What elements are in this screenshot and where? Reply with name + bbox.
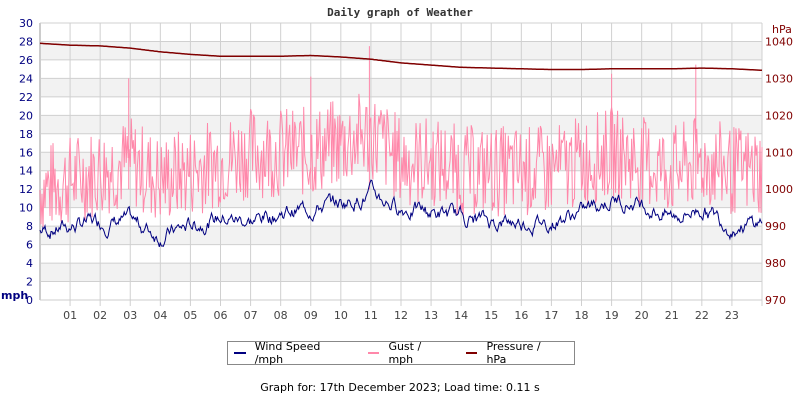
svg-text:18: 18 [19, 128, 33, 141]
svg-text:04: 04 [153, 309, 167, 322]
svg-text:1020: 1020 [765, 109, 793, 122]
svg-text:21: 21 [665, 309, 679, 322]
legend-item-wind: Wind Speed /mph [234, 340, 350, 366]
svg-text:30: 30 [19, 17, 33, 30]
svg-text:06: 06 [214, 309, 228, 322]
gust-swatch-icon [367, 352, 380, 354]
svg-text:mph: mph [1, 289, 28, 302]
svg-text:10: 10 [334, 309, 348, 322]
svg-text:09: 09 [304, 309, 318, 322]
svg-text:22: 22 [19, 91, 33, 104]
svg-text:02: 02 [93, 309, 107, 322]
svg-text:15: 15 [484, 309, 498, 322]
svg-text:4: 4 [26, 257, 33, 270]
svg-text:08: 08 [274, 309, 288, 322]
svg-text:16: 16 [19, 146, 33, 159]
legend-label-wind: Wind Speed /mph [254, 340, 321, 366]
svg-text:12: 12 [394, 309, 408, 322]
chart-legend: Wind Speed /mph Gust / mph Pressure / hP… [227, 340, 575, 366]
svg-text:22: 22 [695, 309, 709, 322]
svg-text:14: 14 [19, 165, 33, 178]
svg-text:11: 11 [364, 309, 378, 322]
svg-text:23: 23 [725, 309, 739, 322]
footer-status: Graph for: 17th December 2023; Load time… [260, 381, 540, 394]
svg-text:2: 2 [26, 276, 33, 289]
svg-text:990: 990 [765, 220, 786, 233]
legend-label-gust: Gust / mph [388, 340, 422, 366]
chart-title: Daily graph of Weather [327, 6, 473, 19]
svg-text:1040: 1040 [765, 35, 793, 48]
pressure-swatch-icon [465, 352, 478, 354]
svg-text:13: 13 [424, 309, 438, 322]
svg-text:970: 970 [765, 294, 786, 307]
svg-text:1030: 1030 [765, 72, 793, 85]
svg-text:6: 6 [26, 239, 33, 252]
svg-text:10: 10 [19, 202, 33, 215]
svg-text:26: 26 [19, 54, 33, 67]
svg-text:1000: 1000 [765, 183, 793, 196]
svg-text:07: 07 [244, 309, 258, 322]
svg-text:8: 8 [26, 220, 33, 233]
svg-text:17: 17 [544, 309, 558, 322]
svg-text:0: 0 [26, 294, 33, 307]
svg-text:20: 20 [635, 309, 649, 322]
plot-series [39, 42, 763, 248]
svg-text:28: 28 [19, 35, 33, 48]
svg-text:1010: 1010 [765, 146, 793, 159]
wind-swatch-icon [234, 352, 246, 354]
svg-text:20: 20 [19, 109, 33, 122]
svg-text:01: 01 [63, 309, 77, 322]
svg-text:05: 05 [183, 309, 197, 322]
svg-text:14: 14 [454, 309, 468, 322]
svg-text:19: 19 [605, 309, 619, 322]
legend-item-pressure: Pressure / hPa [465, 340, 562, 366]
svg-text:03: 03 [123, 309, 137, 322]
svg-text:12: 12 [19, 183, 33, 196]
svg-text:980: 980 [765, 257, 786, 270]
legend-item-gust: Gust / mph [367, 340, 448, 366]
svg-text:16: 16 [514, 309, 528, 322]
svg-text:18: 18 [575, 309, 589, 322]
svg-text:hPa: hPa [772, 23, 792, 36]
legend-label-pressure: Pressure / hPa [486, 340, 541, 366]
svg-text:24: 24 [19, 72, 33, 85]
